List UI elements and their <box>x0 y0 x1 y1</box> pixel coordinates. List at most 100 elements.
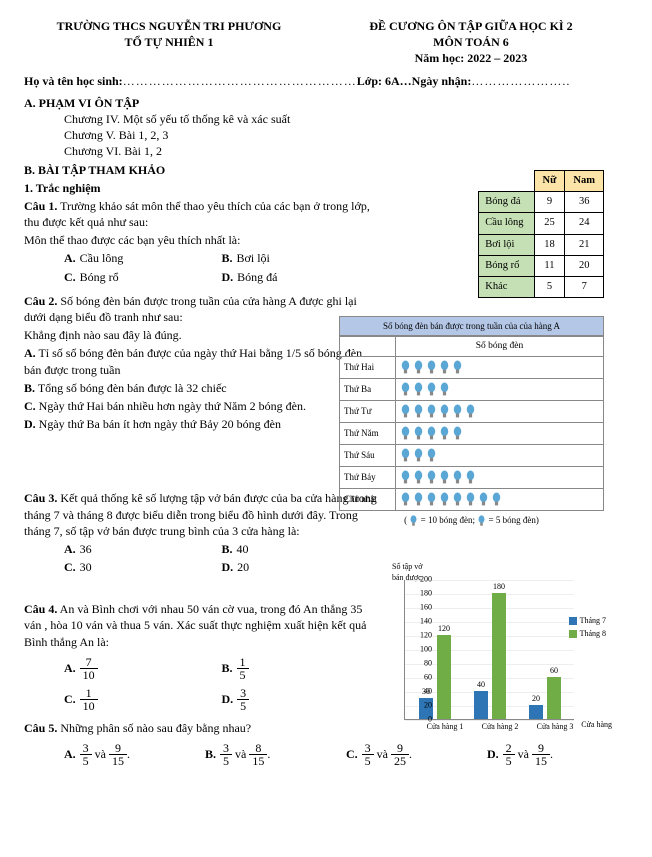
q5cbd: 25 <box>391 755 409 767</box>
ytick: 140 <box>420 617 432 628</box>
q4ad: 10 <box>80 669 98 681</box>
bulb-cells <box>396 378 604 400</box>
bulb-icon <box>413 426 424 441</box>
doc-title: ĐỀ CƯƠNG ÔN TẬP GIỮA HỌC KÌ 2 <box>314 18 628 34</box>
bulb-icon <box>439 492 450 507</box>
bulb-icon <box>452 492 463 507</box>
ytick: 160 <box>420 603 432 614</box>
bar-group: 2060 <box>525 677 565 719</box>
q5abd: 15 <box>109 755 127 767</box>
q5dbd: 15 <box>532 755 550 767</box>
q4dn: 3 <box>237 687 249 700</box>
bulb-icon <box>465 492 476 507</box>
q4-la: A. <box>64 660 76 676</box>
bulb-icon <box>426 470 437 485</box>
bulb-icon <box>400 404 411 419</box>
ytick: 20 <box>424 701 432 712</box>
q2-line2: Khẳng định nào sau đây là đúng. <box>24 327 379 343</box>
bulb-cells <box>396 400 604 422</box>
q1-opts-row1: A.Cầu lông B.Bơi lội <box>64 250 379 266</box>
q5bbd: 15 <box>249 755 267 767</box>
q3-ld: D. <box>222 560 234 574</box>
name-label: Họ và tên học sinh: <box>24 74 123 88</box>
bar-t8: 60 <box>547 677 561 719</box>
q2-d-txt: Ngày thứ Ba bán ít hơn ngày thứ Bảy 20 b… <box>39 417 281 431</box>
sports-f: 25 <box>534 213 565 234</box>
bulb-col2: Số bóng đèn <box>396 337 604 357</box>
sports-row-label: Cầu lông <box>479 213 534 234</box>
q5bva: và <box>235 746 246 762</box>
q3-prompt: Câu 3. Kết quả thống kê số lượng tập vở … <box>24 490 379 539</box>
group-name: TỔ TỰ NHIÊN 1 <box>24 34 314 50</box>
ytick: 200 <box>420 575 432 586</box>
q5lb: B. <box>205 746 216 762</box>
bar-val: 120 <box>437 624 451 635</box>
a-item-0: Chương IV. Một số yếu tố thống kê và xác… <box>64 111 628 127</box>
bulb-chart: Số bóng đèn bán được trong tuần của của … <box>339 316 604 527</box>
subject: MÔN TOÁN 6 <box>314 34 628 50</box>
q4bd: 5 <box>237 669 249 681</box>
q2-lc: C. <box>24 399 36 413</box>
bulb-title: Số bóng đèn bán được trong tuần của của … <box>339 316 604 336</box>
bulb-icon <box>465 470 476 485</box>
xaxis-label: Cửa hàng <box>581 720 612 731</box>
bulb-icon <box>413 492 424 507</box>
q2-lb: B. <box>24 381 35 395</box>
bulb-icon <box>413 470 424 485</box>
q5la: A. <box>64 746 76 762</box>
ytick: 0 <box>428 715 432 726</box>
q3-c: 30 <box>80 560 92 574</box>
q3-lc: C. <box>64 560 76 574</box>
q5dad: 5 <box>503 755 515 767</box>
q4-b-frac: 15 <box>237 656 249 681</box>
bulb-icon <box>400 470 411 485</box>
sports-m: 21 <box>565 234 604 255</box>
bulb-day: Thứ Ba <box>340 378 396 400</box>
bulb-icon <box>439 382 450 397</box>
bar-t7: 40 <box>474 691 488 719</box>
sports-hdr-m: Nam <box>565 171 604 192</box>
bulb-icon <box>426 404 437 419</box>
page: TRƯỜNG THCS NGUYỄN TRI PHƯƠNG TỔ TỰ NHIÊ… <box>24 18 628 767</box>
bulb-half-icon <box>491 492 502 507</box>
sports-row-label: Bóng đá <box>479 192 534 213</box>
label-d: D. <box>222 270 234 284</box>
q3-d: 20 <box>237 560 249 574</box>
bulb-icon <box>400 448 411 463</box>
section-a-title: A. PHẠM VI ÔN TẬP <box>24 95 628 111</box>
q2-a: A. Tỉ số số bóng đèn bán được của ngày t… <box>24 345 379 377</box>
q5ava: và <box>95 746 106 762</box>
ytick: 120 <box>420 631 432 642</box>
q4-a-frac: 710 <box>80 656 98 681</box>
bulb-cells <box>396 356 604 378</box>
sports-m: 7 <box>565 276 604 297</box>
sports-m: 20 <box>565 255 604 276</box>
class-label: Lớp: 6A…Ngày nhận: <box>357 74 472 88</box>
label-b: B. <box>222 251 233 265</box>
bar-t8: 180 <box>492 593 506 719</box>
q2-c-txt: Ngày thứ Hai bán nhiều hơn ngày thứ Năm … <box>39 399 306 413</box>
bulb-lg-half: = 5 bóng đèn <box>489 515 536 525</box>
bulb-cells <box>396 466 604 488</box>
q2-c: C. Ngày thứ Hai bán nhiều hơn ngày thứ N… <box>24 398 379 414</box>
q5cva: và <box>377 746 388 762</box>
q1-prompt1: Câu 1. Câu 1. Trường khảo sát môn thể th… <box>24 198 379 230</box>
q4-c-frac: 110 <box>80 687 98 712</box>
bulb-day: Thứ Tư <box>340 400 396 422</box>
q2-d: D. Ngày thứ Ba bán ít hơn ngày thứ Bảy 2… <box>24 416 379 432</box>
bulb-icon <box>400 382 411 397</box>
q1-d: Bóng đá <box>237 270 277 284</box>
q3-b: 40 <box>237 542 249 556</box>
bulb-icon <box>400 492 411 507</box>
a-item-1: Chương V. Bài 1, 2, 3 <box>64 127 628 143</box>
ytick: 60 <box>424 673 432 684</box>
sports-row-label: Bóng rổ <box>479 255 534 276</box>
bulb-day: Chủ nhật <box>340 488 396 510</box>
sports-hdr-f: Nữ <box>534 171 565 192</box>
q4-lc: C. <box>64 691 76 707</box>
q1-b: Bơi lội <box>237 251 270 265</box>
sports-table: Nữ Nam Bóng đá936Cầu lông2524Bơi lội1821… <box>478 170 604 298</box>
q4-prompt: Câu 4. An và Bình chơi với nhau 50 ván c… <box>24 601 379 650</box>
bar-chart: Số tập vởbán được 30120Cửa hàng 140180Cử… <box>374 566 604 746</box>
q4-ld: D. <box>222 691 234 707</box>
